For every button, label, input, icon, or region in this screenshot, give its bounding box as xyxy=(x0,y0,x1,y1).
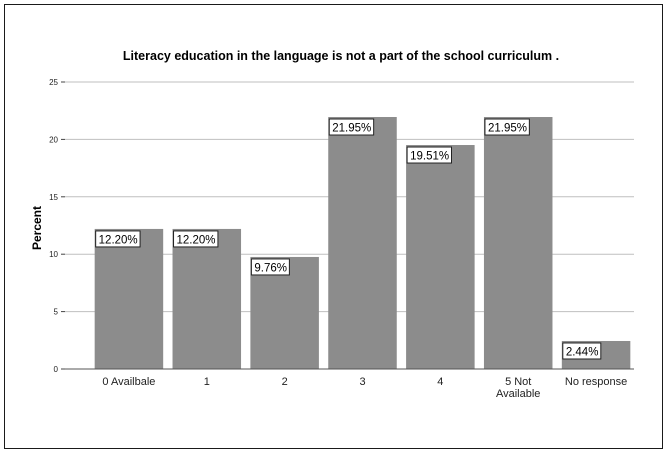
x-tick-label: 3 xyxy=(359,376,365,388)
data-label-box xyxy=(562,342,602,360)
data-label: 9.76% xyxy=(254,262,287,274)
bar xyxy=(483,117,553,369)
data-labels: 12.20% 12.20% 9.76% 21.95% 19.51% 21.95% 2.44% xyxy=(95,118,602,360)
bars xyxy=(94,117,631,369)
data-label-box xyxy=(95,230,141,248)
data-label: 19.51% xyxy=(410,151,449,163)
data-label: 12.20% xyxy=(99,234,138,246)
data-label-box xyxy=(484,118,530,136)
bar xyxy=(250,256,319,369)
data-label: 21.95% xyxy=(332,123,371,135)
y-tick-label: 20 xyxy=(49,135,58,144)
y-axis-label: Percent xyxy=(30,206,44,250)
data-label-box xyxy=(173,230,219,248)
data-label-box xyxy=(406,146,453,164)
x-tick-label: 2 xyxy=(282,376,288,388)
data-label: 2.44% xyxy=(566,346,599,358)
y-tick-label: 5 xyxy=(54,308,59,317)
y-tick-label: 10 xyxy=(49,250,58,259)
bar xyxy=(172,228,242,369)
x-tick-label: No response xyxy=(565,376,627,388)
y-axis-ticks: 0 5 10 15 20 25 xyxy=(49,78,65,374)
bar xyxy=(406,145,475,369)
data-label-box xyxy=(250,258,290,276)
chart-title: Literacy education in the language is no… xyxy=(123,49,559,63)
data-label: 12.20% xyxy=(177,234,216,246)
x-tick-label: 0 Availbale xyxy=(102,376,155,388)
data-label-box xyxy=(328,118,375,136)
x-tick-label: 1 xyxy=(204,376,210,388)
x-tick-label: 4 xyxy=(437,376,443,388)
bar xyxy=(94,228,164,369)
data-label: 21.95% xyxy=(488,123,527,135)
x-tick-label: 5 Not xyxy=(505,376,531,388)
x-tick-label: Available xyxy=(496,388,540,400)
y-tick-label: 25 xyxy=(49,78,58,87)
y-tick-label: 0 xyxy=(54,365,59,374)
y-tick-label: 15 xyxy=(49,193,58,202)
bar xyxy=(328,117,397,369)
